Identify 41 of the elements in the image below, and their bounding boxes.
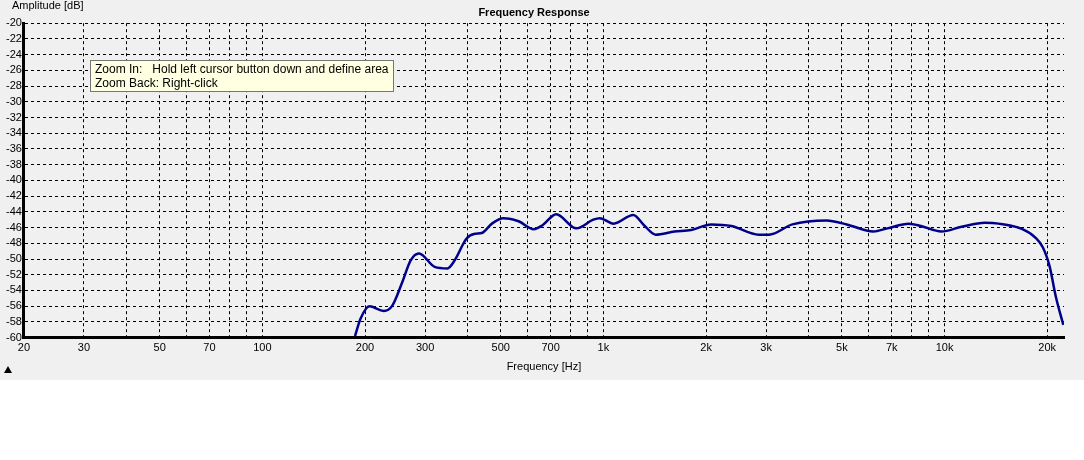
x-tick-label: 5k — [836, 341, 849, 354]
y-tick-label: -32 — [5, 110, 22, 123]
y-tick-label: -44 — [5, 204, 22, 217]
x-tick-label: 1k — [597, 341, 610, 354]
y-axis-title: Amplitude [dB] — [12, 0, 84, 11]
y-tick-label: -46 — [5, 220, 22, 233]
y-tick-label: -30 — [5, 94, 22, 107]
y-tick-label: -50 — [5, 252, 22, 265]
y-tick-label: -40 — [5, 173, 22, 186]
x-tick-label: 20 — [17, 341, 31, 354]
y-tick-label: -34 — [5, 126, 22, 139]
y-tick-label: -48 — [5, 236, 22, 249]
x-tick-label: 7k — [885, 341, 898, 354]
x-tick-label: 70 — [203, 341, 216, 354]
x-tick-label: 200 — [355, 341, 375, 354]
y-tick-label: -38 — [5, 157, 22, 170]
y-tick-label: -22 — [5, 31, 22, 44]
y-tick-label: -36 — [5, 141, 22, 154]
y-tick-label: -28 — [5, 79, 22, 92]
y-tick-label: -20 — [5, 16, 22, 29]
x-tick-label: 50 — [153, 341, 166, 354]
y-tick-label: -60 — [5, 330, 22, 343]
annotation: Zoom In: Hold left cursor button down and define area Zoom Back: Right-click — [90, 60, 394, 92]
y-tick-label: -42 — [5, 189, 22, 202]
x-tick-label: 30 — [77, 341, 91, 354]
y-tick-label: -26 — [5, 63, 22, 76]
x-tick-label: 3k — [760, 341, 773, 354]
x-tick-label: 300 — [415, 341, 435, 354]
y-tick-label: -56 — [5, 299, 22, 312]
y-tick-label: -24 — [5, 47, 22, 60]
x-axis-title: Frequency [Hz] — [506, 360, 582, 373]
chart-title: Frequency Response — [478, 5, 590, 18]
x-tick-label: 20k — [1038, 341, 1057, 354]
x-tick-label: 10k — [935, 341, 954, 354]
x-tick-label: 100 — [253, 341, 272, 354]
x-tick-label: 700 — [541, 341, 560, 354]
x-tick-label: 500 — [491, 341, 510, 354]
x-tick-label: 2k — [700, 341, 713, 354]
y-tick-label: -58 — [5, 314, 22, 327]
y-tick-label: -54 — [5, 283, 22, 296]
y-tick-label: -52 — [5, 267, 22, 280]
